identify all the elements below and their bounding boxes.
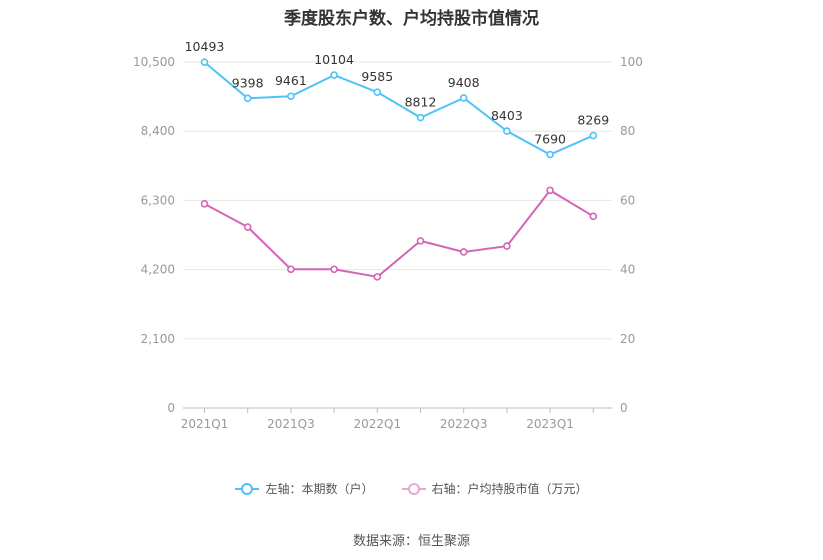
left-axis-tick-label: 2,100: [141, 332, 175, 346]
data-point-holders: [330, 71, 338, 79]
data-point-holders: [373, 88, 382, 96]
legend-label-holders: 左轴：本期数（户）: [265, 482, 374, 496]
left-axis-tick-label: 4,200: [141, 263, 175, 277]
data-label: 7690: [534, 132, 566, 147]
left-axis-tick-label: 0: [167, 401, 175, 415]
data-point-holders: [546, 150, 554, 159]
data-point-avg-value: [459, 248, 468, 256]
data-label: 8269: [577, 113, 609, 128]
data-label: 10104: [314, 52, 354, 67]
legend-label-avg-value: 右轴：户均持股市值（万元）: [431, 482, 588, 496]
series-layer: [200, 58, 598, 281]
right-axis-tick-label: 20: [620, 332, 635, 346]
data-label: 10493: [185, 39, 225, 54]
data-point-avg-value: [287, 265, 295, 274]
legend-line-circle-icon: [401, 482, 426, 496]
data-point-avg-value: [546, 186, 554, 195]
right-axis-tick-label: 40: [620, 263, 635, 277]
data-point-holders: [459, 94, 468, 102]
data-labels: 10493 9398 9461 10104 9585 8812 9408 8403 7690 82…: [185, 39, 610, 146]
data-label: 9585: [361, 69, 393, 84]
data-label: 9461: [275, 73, 307, 88]
legend-line-circle-icon: [235, 482, 260, 496]
data-point-avg-value: [373, 273, 382, 281]
x-axis-tick-label: 2023Q1: [526, 417, 574, 431]
data-label: 9398: [232, 75, 264, 90]
data-point-holders: [200, 58, 209, 67]
series-line-avg-value: [204, 189, 594, 278]
right-axis-tick-label: 60: [620, 193, 635, 207]
x-axis-tick-label: 2021Q1: [181, 417, 229, 431]
data-point-avg-value: [200, 200, 209, 208]
right-axis-tick-label: 80: [620, 124, 635, 138]
data-label: 8403: [491, 108, 523, 123]
data-label: 9408: [448, 75, 480, 90]
x-axis-tick-label: 2022Q1: [353, 417, 401, 431]
x-axis-tick-label: 2021Q3: [267, 417, 315, 431]
grid-lines: [183, 61, 612, 340]
left-axis-tick-label: 10,500: [133, 55, 175, 69]
legend-item-holders[interactable]: 左轴：本期数（户）: [235, 480, 374, 497]
legend-item-avg-value[interactable]: 右轴：户均持股市值（万元）: [401, 480, 588, 497]
data-source: 数据来源：恒生聚源: [352, 534, 470, 549]
data-point-avg-value: [589, 212, 598, 221]
data-point-holders: [243, 94, 252, 103]
data-point-holders: [416, 113, 425, 122]
data-point-avg-value: [503, 242, 511, 250]
x-axis-tick-label: 2022Q3: [440, 417, 488, 431]
chart-canvas: 0 0 2,100 20 4,200 40 6,300 60 8,400 80 10,500 100 2…: [133, 39, 643, 431]
data-point-avg-value: [416, 237, 425, 245]
data-point-avg-value: [330, 265, 338, 274]
series-line-holders: [203, 61, 594, 156]
data-point-avg-value: [243, 223, 252, 231]
right-axis-tick-label: 100: [620, 55, 643, 69]
chart-title: 季度股东户数、户均持股市值情况: [284, 9, 539, 29]
data-point-holders: [503, 127, 511, 135]
left-axis-tick-label: 8,400: [141, 124, 175, 138]
data-point-holders: [589, 131, 598, 140]
axes: 0 0 2,100 20 4,200 40 6,300 60 8,400 80 10,500 100 2…: [133, 55, 643, 431]
data-point-holders: [287, 92, 295, 101]
data-label: 8812: [405, 95, 437, 110]
right-axis-tick-label: 0: [620, 401, 628, 415]
legend: 左轴：本期数（户） 右轴：户均持股市值（万元）: [0, 480, 823, 497]
left-axis-tick-label: 6,300: [141, 193, 175, 207]
